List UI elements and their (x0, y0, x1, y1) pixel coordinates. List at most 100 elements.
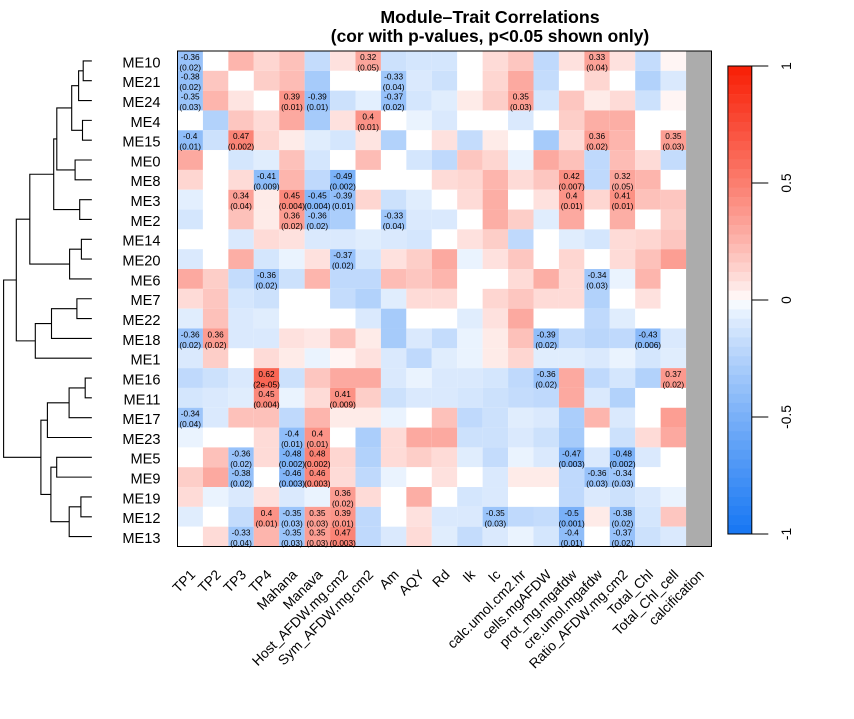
svg-text:ME9: ME9 (130, 472, 160, 488)
svg-text:(0.04): (0.04) (230, 201, 252, 211)
svg-text:0.41: 0.41 (614, 191, 631, 201)
svg-text:-0.35: -0.35 (181, 92, 200, 102)
svg-text:0.35: 0.35 (513, 92, 530, 102)
svg-text:(0.006): (0.006) (635, 340, 662, 350)
svg-text:(0.02): (0.02) (179, 82, 201, 92)
svg-text:-0.5: -0.5 (779, 405, 794, 429)
svg-text:-0.48: -0.48 (613, 448, 632, 458)
svg-text:ME2: ME2 (130, 214, 160, 230)
svg-text:(0.02): (0.02) (332, 498, 354, 508)
svg-text:ME20: ME20 (122, 254, 160, 270)
svg-text:(0.01): (0.01) (332, 518, 354, 528)
svg-text:0.62: 0.62 (258, 369, 275, 379)
svg-text:0.4: 0.4 (566, 191, 578, 201)
svg-text:ME22: ME22 (122, 313, 160, 329)
svg-text:(0.02): (0.02) (612, 538, 634, 548)
svg-text:(0.003): (0.003) (279, 479, 306, 489)
svg-text:-0.43: -0.43 (638, 329, 657, 339)
svg-text:ME5: ME5 (130, 452, 160, 468)
svg-text:-0.37: -0.37 (613, 528, 632, 538)
svg-text:0.36: 0.36 (589, 131, 606, 141)
svg-text:0.41: 0.41 (335, 389, 352, 399)
svg-text:(0.002): (0.002) (609, 459, 636, 469)
svg-text:(0.02): (0.02) (535, 340, 557, 350)
svg-text:(0.01): (0.01) (281, 439, 303, 449)
svg-text:-0.37: -0.37 (333, 250, 352, 260)
svg-text:-0.41: -0.41 (257, 171, 276, 181)
svg-text:-0.35: -0.35 (282, 508, 301, 518)
svg-text:0.34: 0.34 (233, 191, 250, 201)
svg-text:0.39: 0.39 (284, 92, 301, 102)
svg-text:-0.4: -0.4 (183, 131, 198, 141)
svg-text:(0.01): (0.01) (612, 201, 634, 211)
svg-text:-0.33: -0.33 (384, 72, 403, 82)
svg-text:(0.04): (0.04) (230, 538, 252, 548)
svg-text:0.47: 0.47 (233, 131, 250, 141)
svg-text:-0.48: -0.48 (282, 448, 301, 458)
svg-text:-0.49: -0.49 (333, 171, 352, 181)
svg-text:(0.05): (0.05) (357, 62, 379, 72)
svg-text:(0.009): (0.009) (330, 399, 357, 409)
svg-text:(0.04): (0.04) (586, 62, 608, 72)
svg-text:-0.36: -0.36 (257, 270, 276, 280)
svg-text:(0.02): (0.02) (586, 142, 608, 152)
svg-text:(0.03): (0.03) (510, 102, 532, 112)
svg-text:-0.33: -0.33 (384, 210, 403, 220)
svg-text:(0.01): (0.01) (256, 518, 278, 528)
svg-text:-0.35: -0.35 (486, 508, 505, 518)
svg-text:0.4: 0.4 (362, 111, 374, 121)
svg-text:-0.5: -0.5 (564, 508, 579, 518)
svg-text:-1: -1 (779, 528, 794, 540)
svg-text:-0.37: -0.37 (384, 92, 403, 102)
svg-text:0.48: 0.48 (309, 448, 326, 458)
svg-text:ME19: ME19 (122, 491, 160, 507)
svg-text:-0.39: -0.39 (308, 92, 327, 102)
svg-text:ME8: ME8 (130, 174, 160, 190)
svg-text:ME7: ME7 (130, 293, 160, 309)
svg-text:(0.02): (0.02) (383, 102, 405, 112)
svg-text:0: 0 (779, 296, 794, 304)
svg-text:(0.002): (0.002) (330, 181, 357, 191)
svg-text:ME11: ME11 (123, 392, 160, 408)
svg-text:-0.39: -0.39 (333, 191, 352, 201)
svg-text:(0.03): (0.03) (307, 538, 329, 548)
svg-text:(0.003): (0.003) (330, 538, 357, 548)
svg-text:ME6: ME6 (130, 273, 160, 289)
svg-text:ME13: ME13 (122, 531, 160, 547)
svg-text:0.47: 0.47 (335, 528, 352, 538)
svg-text:(0.02): (0.02) (332, 261, 354, 271)
svg-text:(0.04): (0.04) (383, 221, 405, 231)
svg-text:(0.01): (0.01) (307, 439, 329, 449)
svg-text:-0.35: -0.35 (282, 528, 301, 538)
svg-text:(0.002): (0.002) (279, 459, 306, 469)
svg-text:(0.002): (0.002) (228, 142, 255, 152)
svg-text:(2e-05): (2e-05) (253, 380, 280, 390)
svg-text:-0.4: -0.4 (564, 528, 579, 538)
svg-text:(0.02): (0.02) (230, 479, 252, 489)
svg-text:(0.03): (0.03) (612, 479, 634, 489)
svg-text:(0.01): (0.01) (561, 538, 583, 548)
svg-text:(0.02): (0.02) (205, 340, 227, 350)
svg-text:(0.01): (0.01) (179, 142, 201, 152)
svg-text:ME21: ME21 (122, 75, 160, 91)
svg-text:-0.47: -0.47 (562, 448, 581, 458)
svg-text:0.36: 0.36 (208, 329, 225, 339)
svg-text:(0.03): (0.03) (281, 518, 303, 528)
svg-text:(0.02): (0.02) (256, 280, 278, 290)
svg-text:(0.04): (0.04) (179, 419, 201, 429)
svg-text:-0.38: -0.38 (613, 508, 632, 518)
svg-text:0.32: 0.32 (360, 52, 377, 62)
svg-text:-0.36: -0.36 (181, 52, 200, 62)
svg-text:(0.01): (0.01) (357, 122, 379, 132)
svg-text:0.4: 0.4 (312, 428, 324, 438)
svg-text:ME17: ME17 (122, 412, 160, 428)
svg-text:Module–Trait Correlations: Module–Trait Correlations (380, 7, 599, 27)
svg-text:(cor with p-values, p<0.05 sho: (cor with p-values, p<0.05 shown only) (331, 26, 649, 46)
svg-text:-0.36: -0.36 (537, 369, 556, 379)
svg-text:1: 1 (779, 62, 794, 70)
svg-text:-0.39: -0.39 (537, 329, 556, 339)
svg-text:-0.4: -0.4 (285, 428, 300, 438)
svg-text:0.39: 0.39 (335, 508, 352, 518)
svg-text:(0.004): (0.004) (304, 201, 331, 211)
svg-text:-0.46: -0.46 (282, 468, 301, 478)
